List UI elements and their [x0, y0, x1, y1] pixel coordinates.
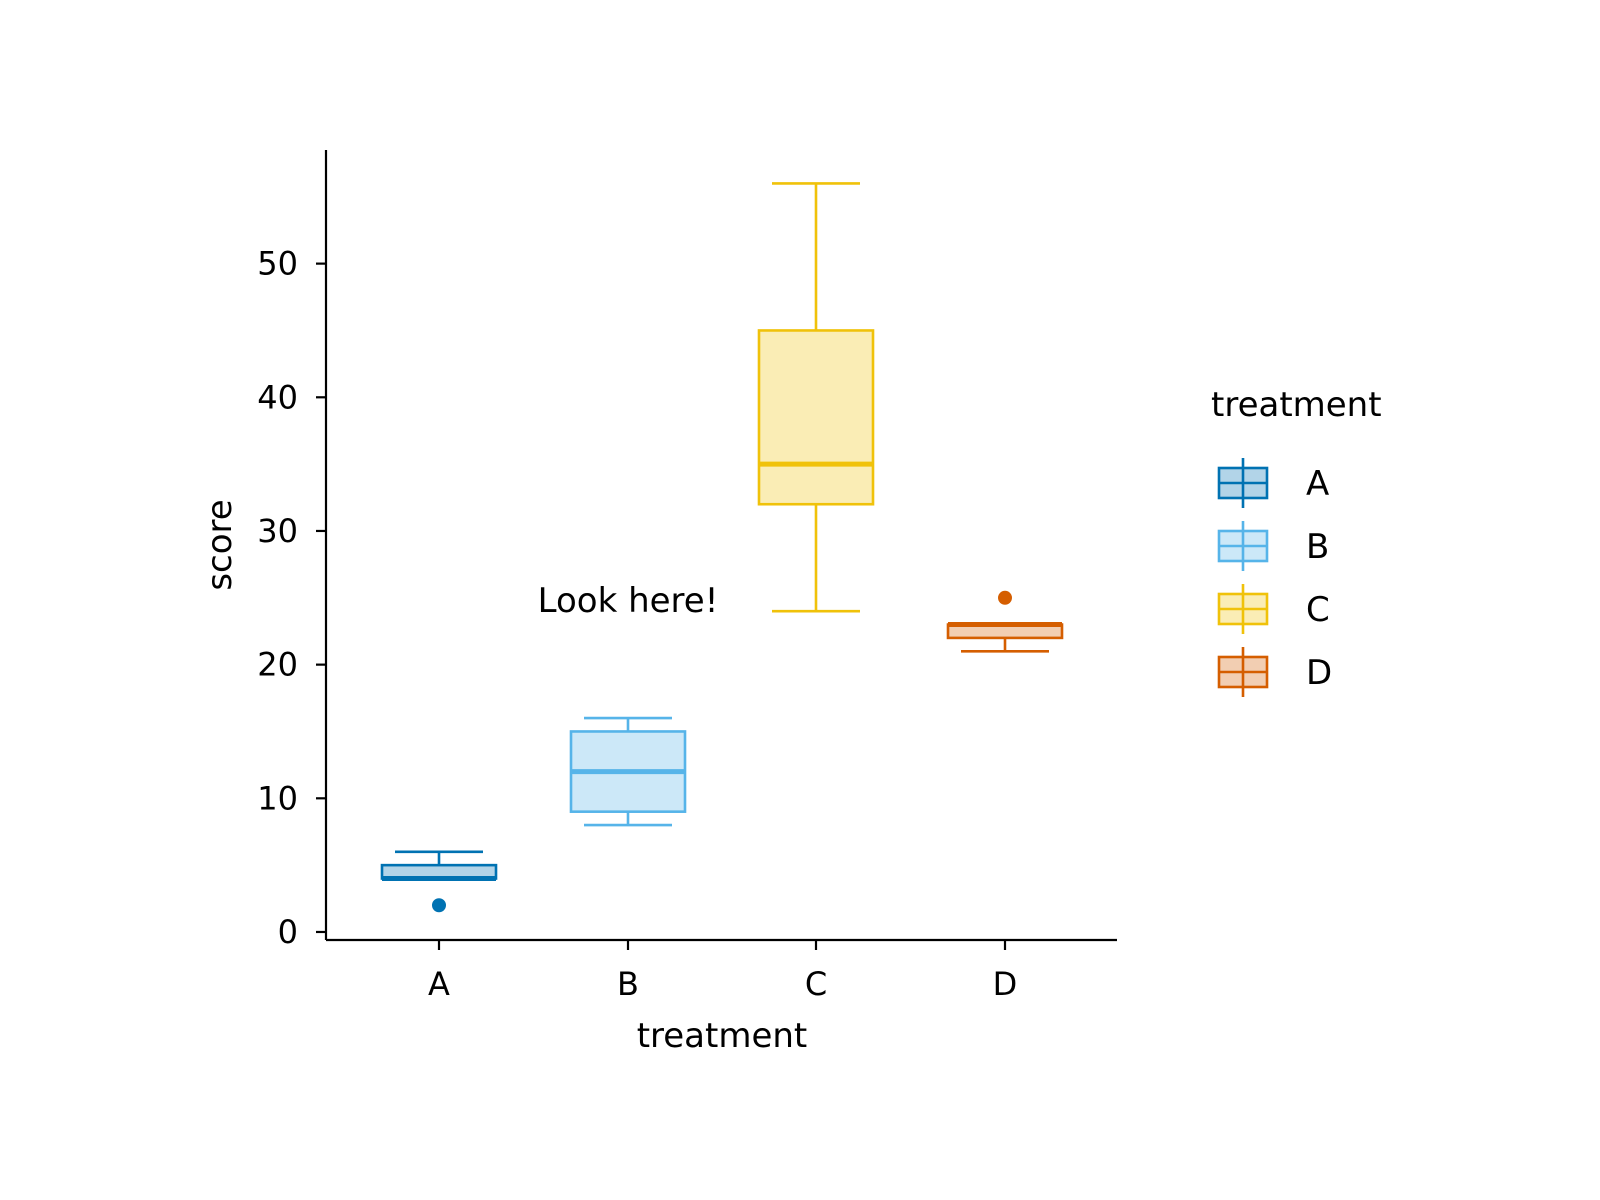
legend-label: C — [1306, 590, 1330, 630]
x-tick-label: C — [805, 965, 827, 1003]
box-D — [946, 590, 1064, 653]
legend-entry-C: C — [1217, 584, 1330, 634]
box-outlier-point — [432, 898, 446, 913]
y-axis-ticks: 0 10 20 30 40 50 — [257, 245, 326, 951]
legend-title: treatment — [1211, 385, 1382, 425]
x-tick-label: A — [428, 965, 450, 1003]
box-body — [757, 329, 875, 506]
box-C — [757, 182, 875, 613]
legend-label: D — [1306, 653, 1332, 693]
x-axis-title: treatment — [637, 1016, 808, 1056]
box-outlier-point — [998, 590, 1012, 605]
y-tick-label: 0 — [278, 913, 298, 951]
legend-entry-A: A — [1217, 458, 1329, 508]
legend-label: A — [1306, 464, 1329, 504]
legend-label: B — [1306, 527, 1329, 567]
plot-marks — [380, 182, 1064, 913]
annotation-look-here: Look here! — [538, 581, 719, 621]
y-tick-label: 10 — [257, 779, 298, 817]
legend-entry-B: B — [1217, 521, 1329, 571]
box-B — [569, 716, 687, 827]
legend-entry-D: D — [1217, 647, 1332, 697]
y-axis-title: score — [200, 499, 240, 590]
x-axis-ticks: A B C D — [428, 940, 1017, 1003]
box-A — [380, 850, 498, 913]
x-tick-label: D — [993, 965, 1018, 1003]
y-tick-label: 50 — [257, 245, 298, 283]
x-tick-label: B — [617, 965, 639, 1003]
y-tick-label: 20 — [257, 646, 298, 684]
y-tick-label: 30 — [257, 512, 298, 550]
y-tick-label: 40 — [257, 378, 298, 416]
